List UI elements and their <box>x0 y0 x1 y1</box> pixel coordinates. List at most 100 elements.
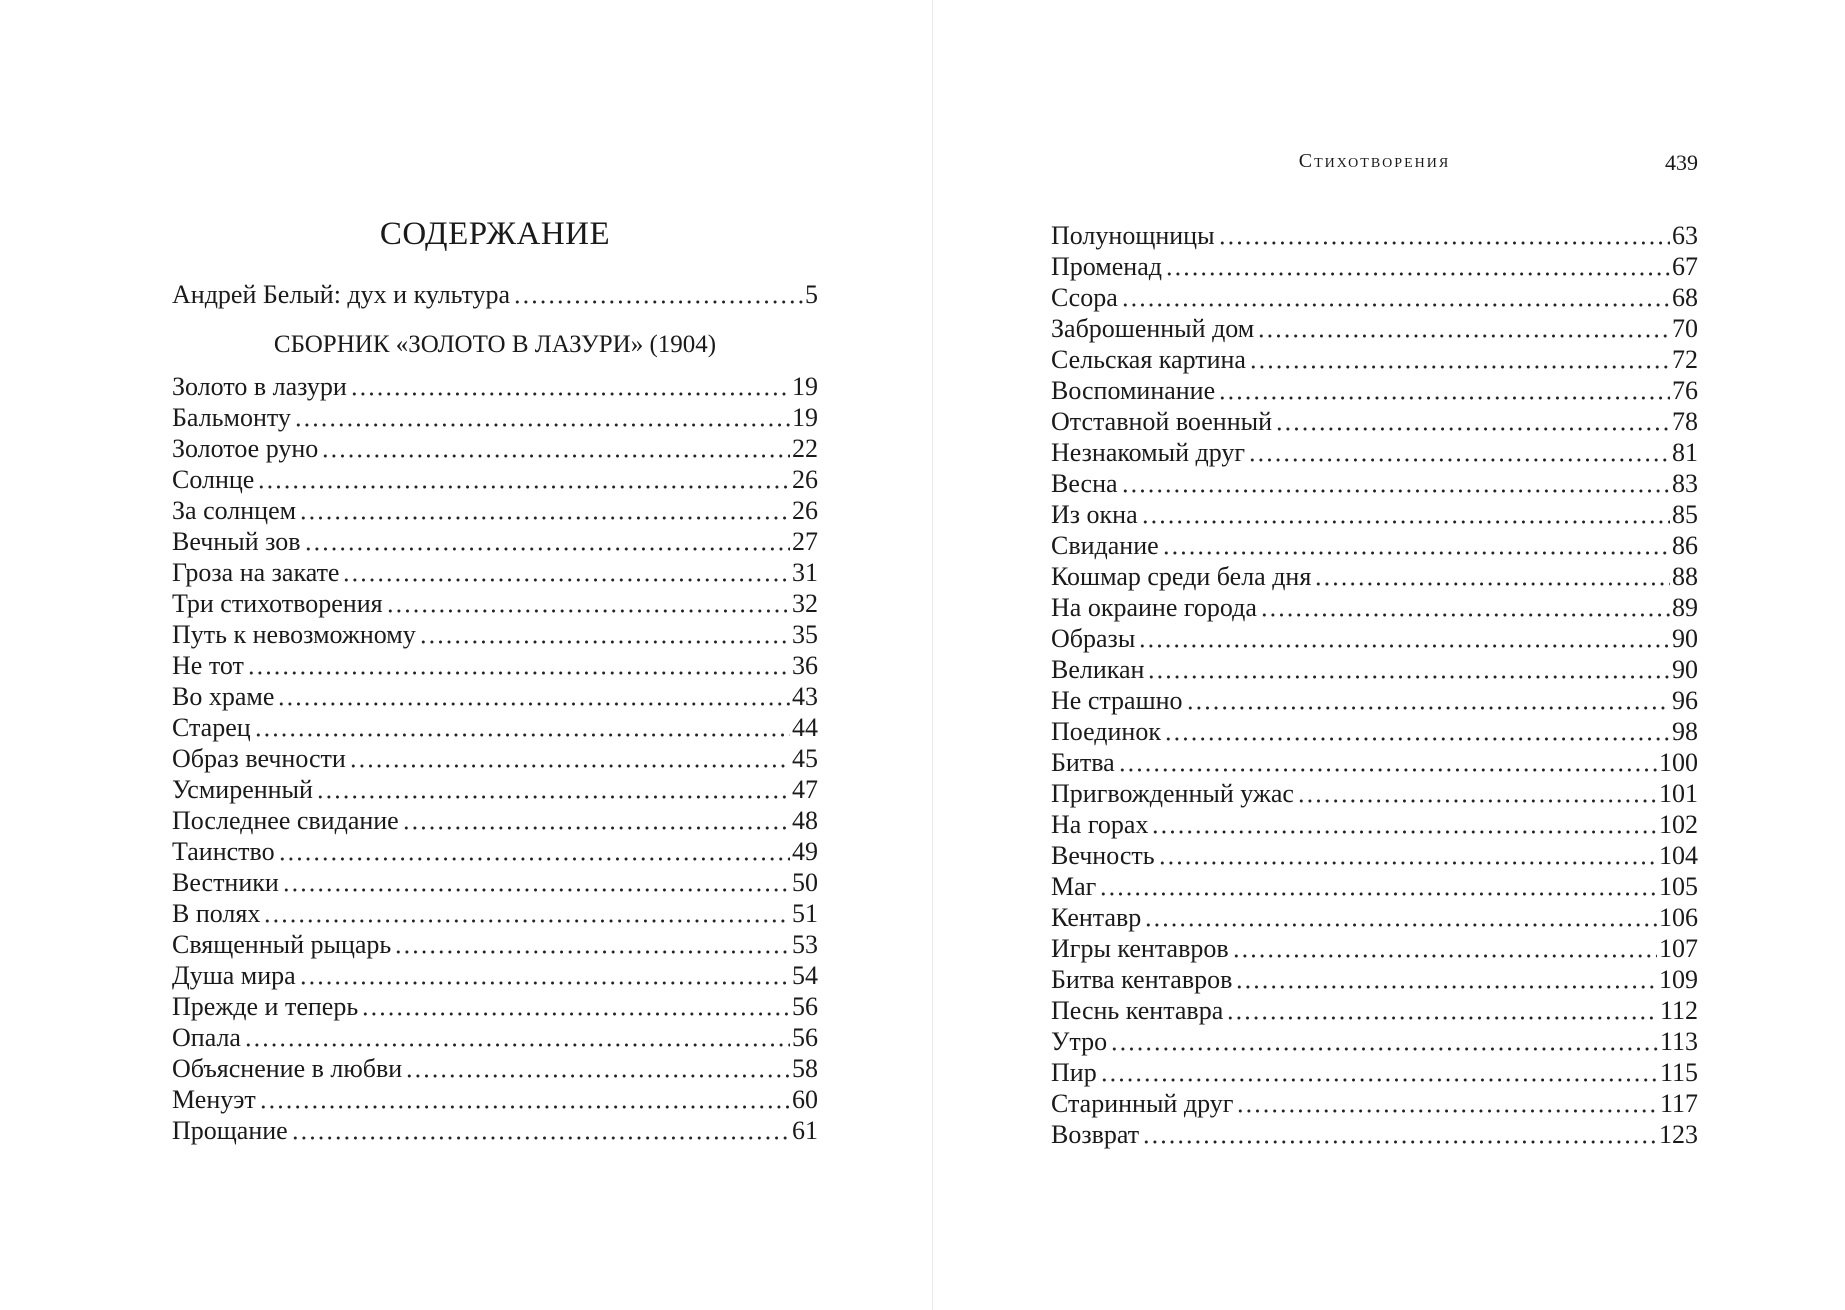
toc-entry-page: 70 <box>1672 314 1698 343</box>
dot-leader <box>315 774 790 805</box>
toc-entry[interactable]: На окраине города 89 <box>1051 592 1698 623</box>
dot-leader <box>1259 592 1670 623</box>
toc-entry[interactable]: Песнь кентавра 112 <box>1051 995 1698 1026</box>
toc-entry-title: Возврат <box>1051 1120 1140 1149</box>
toc-entry-page: 72 <box>1672 345 1698 374</box>
dot-leader <box>349 371 790 402</box>
dot-leader <box>1248 344 1670 375</box>
toc-entry[interactable]: На горах 102 <box>1051 809 1698 840</box>
dot-leader <box>246 650 790 681</box>
toc-entry[interactable]: Полунощницы 63 <box>1051 220 1698 251</box>
toc-entry[interactable]: Битва 100 <box>1051 747 1698 778</box>
dot-leader <box>1117 747 1657 778</box>
toc-entry[interactable]: Битва кентавров 109 <box>1051 964 1698 995</box>
dot-leader <box>277 836 790 867</box>
dot-leader <box>290 1115 790 1146</box>
toc-entry[interactable]: Из окна 85 <box>1051 499 1698 530</box>
toc-entry-title: Путь к невозможному <box>172 620 416 649</box>
toc-entry[interactable]: Объяснение в любви 58 <box>172 1053 818 1084</box>
toc-entry[interactable]: Сельская картина 72 <box>1051 344 1698 375</box>
toc-entry[interactable]: Весна 83 <box>1051 468 1698 499</box>
toc-entry[interactable]: Образы 90 <box>1051 623 1698 654</box>
dot-leader <box>281 867 790 898</box>
toc-entry-page: 32 <box>792 589 818 618</box>
toc-entry[interactable]: В полях 51 <box>172 898 818 929</box>
toc-entry-page: 26 <box>792 465 818 494</box>
toc-entry-page: 5 <box>805 280 818 309</box>
toc-entry[interactable]: Образ вечности 45 <box>172 743 818 774</box>
toc-entry[interactable]: Не тот 36 <box>172 650 818 681</box>
dot-leader <box>1140 499 1670 530</box>
dot-leader <box>1151 809 1657 840</box>
page-title: СОДЕРЖАНИЕ <box>379 216 611 252</box>
toc-entry[interactable]: Во храме 43 <box>172 681 818 712</box>
toc-entry[interactable]: За солнцем 26 <box>172 495 818 526</box>
toc-entry[interactable]: Игры кентавров 107 <box>1051 933 1698 964</box>
toc-entry[interactable]: Бальмонту 19 <box>172 402 818 433</box>
toc-entry-title: Весна <box>1051 469 1118 498</box>
toc-entry[interactable]: Возврат 123 <box>1051 1119 1698 1150</box>
toc-entry[interactable]: Поединок 98 <box>1051 716 1698 747</box>
dot-leader <box>277 681 790 712</box>
toc-entry[interactable]: Таинство 49 <box>172 836 818 867</box>
dot-leader <box>385 588 790 619</box>
toc-entry[interactable]: Пир 115 <box>1051 1057 1698 1088</box>
toc-entry[interactable]: Усмиренный 47 <box>172 774 818 805</box>
toc-entry[interactable]: Золотое руно 22 <box>172 433 818 464</box>
dot-leader <box>1163 716 1670 747</box>
toc-entry[interactable]: Последнее свидание 48 <box>172 805 818 836</box>
toc-entry[interactable]: Отставной военный 78 <box>1051 406 1698 437</box>
toc-entry-title: Гроза на закате <box>172 558 340 587</box>
toc-entry[interactable]: Старец 44 <box>172 712 818 743</box>
toc-entry[interactable]: Не страшно 96 <box>1051 685 1698 716</box>
toc-entry-title: Не страшно <box>1051 686 1183 715</box>
toc-entry[interactable]: Путь к невозможному 35 <box>172 619 818 650</box>
toc-entry-page: 109 <box>1659 965 1698 994</box>
toc-entry-page: 76 <box>1672 376 1698 405</box>
toc-entry-page: 105 <box>1659 872 1698 901</box>
toc-entry[interactable]: Кентавр 106 <box>1051 902 1698 933</box>
toc-entry[interactable]: Свидание 86 <box>1051 530 1698 561</box>
toc-entry[interactable]: Заброшенный дом 70 <box>1051 313 1698 344</box>
toc-entry[interactable]: Золото в лазури 19 <box>172 371 818 402</box>
toc-entry[interactable]: Променад 67 <box>1051 251 1698 282</box>
toc-entry[interactable]: Пригвожденный ужас 101 <box>1051 778 1698 809</box>
toc-entry[interactable]: Менуэт 60 <box>172 1084 818 1115</box>
toc-entry[interactable]: Вечность 104 <box>1051 840 1698 871</box>
toc-entry-title: Опала <box>172 1023 241 1052</box>
toc-entry[interactable]: Старинный друг 117 <box>1051 1088 1698 1119</box>
toc-entry[interactable]: Священный рыцарь 53 <box>172 929 818 960</box>
toc-entry-title: Ссора <box>1051 283 1118 312</box>
toc-entry[interactable]: Вестники 50 <box>172 867 818 898</box>
dot-leader <box>298 960 790 991</box>
toc-entry[interactable]: Воспоминание 76 <box>1051 375 1698 406</box>
toc-entry[interactable]: Три стихотворения 32 <box>172 588 818 619</box>
toc-entry-page: 61 <box>792 1116 818 1145</box>
toc-entry-title: Игры кентавров <box>1051 934 1229 963</box>
toc-entry[interactable]: Утро 113 <box>1051 1026 1698 1057</box>
toc-entry-title: Объяснение в любви <box>172 1054 403 1083</box>
toc-entry-page: 47 <box>792 775 818 804</box>
toc-entry[interactable]: Незнакомый друг 81 <box>1051 437 1698 468</box>
toc-entry[interactable]: Ссора 68 <box>1051 282 1698 313</box>
toc-entry[interactable]: Кошмар среди бела дня 88 <box>1051 561 1698 592</box>
toc-entry[interactable]: Гроза на закате 31 <box>172 557 818 588</box>
toc-entry-title: Битва кентавров <box>1051 965 1233 994</box>
dot-leader <box>257 464 790 495</box>
toc-entry-title: Незнакомый друг <box>1051 438 1246 467</box>
toc-entry-title: Бальмонту <box>172 403 291 432</box>
toc-entry[interactable]: Маг 105 <box>1051 871 1698 902</box>
dot-leader <box>321 433 790 464</box>
toc-entry[interactable]: Прощание 61 <box>172 1115 818 1146</box>
toc-entry[interactable]: Душа мира 54 <box>172 960 818 991</box>
toc-entry[interactable]: Великан 90 <box>1051 654 1698 685</box>
toc-entry[interactable]: Прежде и теперь 56 <box>172 991 818 1022</box>
dot-leader <box>1120 282 1670 313</box>
toc-entry[interactable]: Солнце 26 <box>172 464 818 495</box>
toc-entry[interactable]: Андрей Белый: дух и культура 5 <box>172 279 818 310</box>
toc-entry[interactable]: Вечный зов 27 <box>172 526 818 557</box>
dot-leader <box>299 495 790 526</box>
dot-leader <box>243 1022 790 1053</box>
toc-entry[interactable]: Опала 56 <box>172 1022 818 1053</box>
toc-entry-page: 107 <box>1659 934 1698 963</box>
